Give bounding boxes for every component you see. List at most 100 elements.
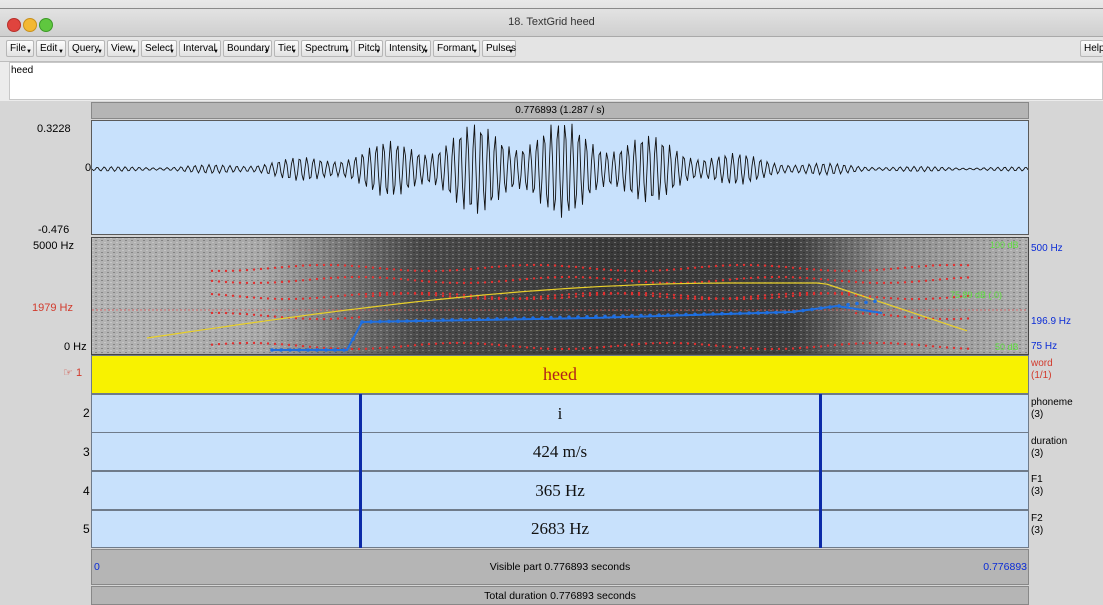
formant-point — [651, 269, 655, 272]
menu-interval[interactable]: Interval ▼ — [179, 40, 221, 57]
boundary-right[interactable] — [819, 394, 822, 548]
menu-bar: File ▼ Edit ▼ Query ▼ View ▼ Select ▼ Interva… — [0, 37, 1103, 62]
menu-file[interactable]: File ▼ — [6, 40, 34, 57]
menu-tier[interactable]: Tier ▼ — [274, 40, 299, 57]
pitch-point — [576, 315, 580, 319]
formant-point — [784, 265, 788, 269]
menu-select[interactable]: Select ▼ — [141, 40, 177, 57]
tier-duration[interactable]: 424 m/s — [91, 432, 1029, 471]
formant-point — [581, 266, 585, 269]
formant-point — [455, 281, 459, 285]
menu-boundary[interactable]: Boundary ▼ — [223, 40, 272, 57]
formant-point — [791, 294, 795, 298]
formant-point — [476, 342, 480, 345]
menu-query[interactable]: Query ▼ — [68, 40, 105, 57]
menu-formant[interactable]: Formant ▼ — [433, 40, 480, 57]
formant-point — [301, 279, 305, 282]
formant-point — [504, 344, 508, 347]
formant-point — [231, 312, 235, 315]
formant-point — [700, 280, 704, 284]
tier-word-name[interactable]: word (1/1) — [1031, 358, 1053, 381]
formant-point — [819, 345, 823, 348]
formant-point — [532, 263, 536, 267]
formant-point — [231, 294, 235, 297]
tier-word[interactable]: heed — [91, 355, 1029, 394]
menu-arrow-icon: ▼ — [97, 49, 103, 55]
formant-point — [455, 293, 459, 296]
minimize-window-button[interactable] — [23, 18, 37, 32]
total-duration-bar[interactable]: Total duration 0.776893 seconds — [91, 586, 1029, 605]
formant-point — [420, 269, 424, 273]
menu-view[interactable]: View ▼ — [107, 40, 139, 57]
waveform-panel[interactable] — [91, 120, 1029, 235]
menu-intensity[interactable]: Intensity ▼ — [385, 40, 431, 57]
zoom-window-button[interactable] — [39, 18, 53, 32]
close-window-button[interactable] — [7, 18, 21, 32]
formant-point — [805, 346, 809, 349]
formant-point — [406, 344, 410, 347]
formant-point — [770, 296, 774, 299]
tier-phoneme[interactable]: i — [91, 394, 1029, 433]
formant-point — [427, 280, 431, 283]
pitch-point — [369, 320, 373, 324]
formant-point — [595, 267, 599, 271]
formant-point — [504, 264, 508, 268]
formant-point — [532, 277, 536, 280]
tier-f1-name[interactable]: F1 (3) — [1031, 474, 1044, 497]
formant-point — [574, 295, 578, 298]
formant-point — [371, 292, 375, 295]
formant-point — [721, 345, 725, 348]
formant-point — [721, 279, 725, 282]
menu-spectrum[interactable]: Spectrum ▼ — [301, 40, 352, 57]
formant-point — [672, 341, 676, 345]
formant-point — [441, 281, 445, 284]
formant-point — [763, 294, 767, 297]
pitch-point — [414, 319, 418, 323]
interval-text-field[interactable]: heed — [9, 62, 1103, 100]
formant-point — [658, 281, 662, 284]
pitch-point — [459, 317, 463, 322]
spectrogram-panel[interactable]: 100 dB 75.89 dB (.0) 50 dB — [91, 237, 1029, 355]
menu-arrow-icon: ▼ — [423, 49, 429, 55]
tier-duration-name[interactable]: duration (3) — [1031, 436, 1068, 459]
formant-point — [378, 267, 382, 270]
menu-help[interactable]: Help — [1080, 40, 1103, 57]
menu-pitch[interactable]: Pitch ▼ — [354, 40, 383, 57]
formant-point — [567, 293, 571, 296]
formant-point — [938, 297, 942, 300]
boundary-left[interactable] — [359, 394, 362, 548]
formant-point — [882, 341, 886, 345]
formant-point — [329, 263, 333, 267]
tier-f1[interactable]: 365 Hz — [91, 471, 1029, 510]
formant-point — [238, 281, 242, 284]
formant-point — [231, 281, 235, 284]
formant-point — [861, 269, 865, 272]
pitch-point — [549, 315, 553, 320]
formant-point — [245, 341, 249, 345]
formant-point — [637, 293, 641, 296]
menu-pulses[interactable]: Pulses ▼ — [482, 40, 516, 57]
formant-point — [952, 263, 956, 267]
formant-point — [546, 276, 550, 279]
formant-point — [525, 277, 529, 281]
tier-f2[interactable]: 2683 Hz — [91, 510, 1029, 548]
formant-point — [658, 269, 662, 272]
formant-point — [840, 343, 844, 346]
formant-point — [539, 347, 543, 350]
formant-point — [322, 277, 326, 280]
formant-point — [966, 294, 970, 298]
formant-point — [714, 279, 718, 282]
formant-point — [707, 297, 711, 301]
formant-point — [357, 293, 361, 296]
selection-duration-bar[interactable]: 0.776893 (1.287 / s) — [91, 102, 1029, 119]
tier-f2-name[interactable]: F2 (3) — [1031, 513, 1044, 536]
formant-point — [308, 264, 312, 267]
formant-point — [644, 294, 648, 297]
tier-phoneme-name[interactable]: phoneme (3) — [1031, 397, 1073, 420]
formant-point — [357, 347, 361, 351]
formant-point — [364, 292, 368, 296]
menu-edit[interactable]: Edit ▼ — [36, 40, 66, 57]
formant-point — [630, 293, 634, 296]
pitch-point — [729, 311, 733, 316]
visible-part-bar[interactable]: 0 Visible part 0.776893 seconds 0.776893 — [91, 549, 1029, 585]
